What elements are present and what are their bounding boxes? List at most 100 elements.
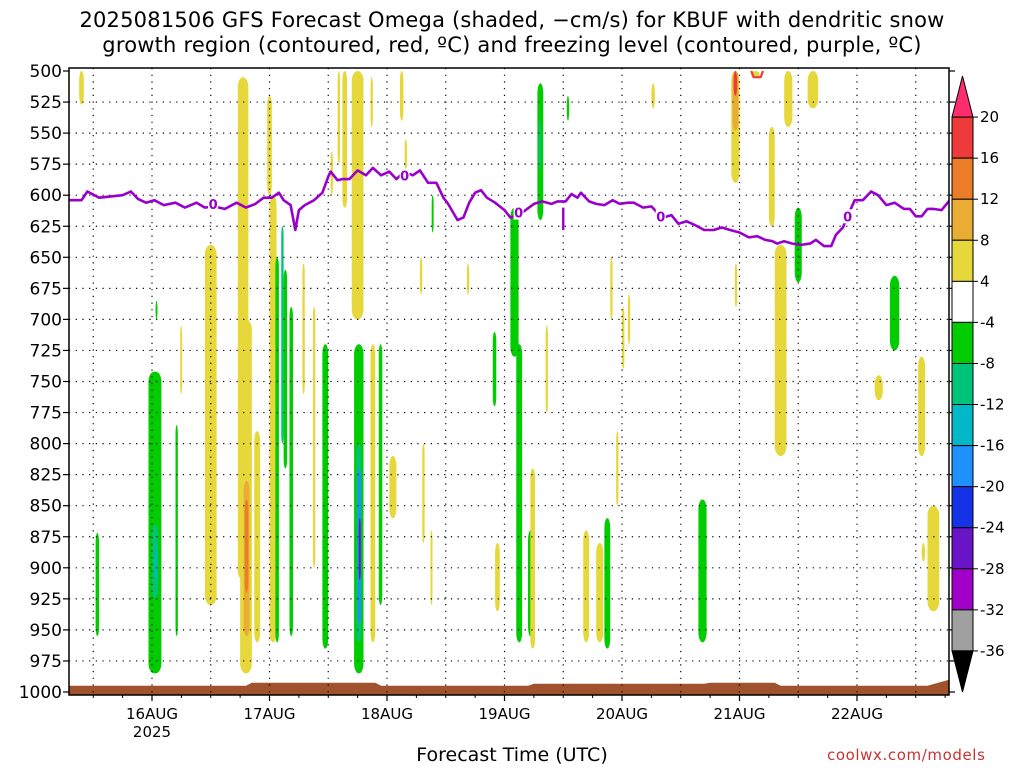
freezing-level-label: 0	[209, 198, 218, 213]
chart-title-line2: growth region (contoured, red, ºC) and f…	[102, 33, 922, 57]
omega-region	[419, 257, 423, 295]
y-tick-label: 600	[30, 186, 62, 206]
y-tick-label: 950	[30, 621, 62, 641]
y-tick-label: 975	[30, 652, 62, 672]
y-tick-label: 850	[30, 497, 62, 517]
omega-region	[492, 331, 497, 407]
omega-region	[774, 244, 787, 457]
y-tick-label: 750	[30, 373, 62, 393]
colorbar-swatch	[951, 116, 974, 159]
omega-region	[342, 71, 348, 208]
omega-region	[204, 244, 217, 606]
colorbar-swatch	[951, 568, 974, 611]
freezing-level-contour	[69, 166, 949, 248]
y-tick-label: 925	[30, 590, 62, 610]
colorbar-label: -28	[980, 560, 1005, 578]
y-tick-label: 1000	[19, 683, 62, 703]
omega-region	[566, 95, 570, 121]
colorbar-label: -32	[980, 601, 1005, 619]
colorbar-label: 12	[980, 190, 999, 208]
omega-region	[622, 306, 625, 370]
omega-region	[604, 518, 611, 649]
omega-region	[148, 371, 162, 674]
omega-region	[596, 542, 604, 643]
source-credit: coolwx.com/models	[827, 746, 986, 764]
omega-region	[289, 306, 293, 637]
omega-region	[175, 424, 178, 637]
omega-region	[267, 95, 272, 196]
omega-region	[538, 120, 541, 171]
omega-region	[269, 195, 277, 643]
omega-region	[422, 443, 425, 543]
omega-region	[627, 294, 631, 345]
omega-region	[918, 356, 926, 457]
terrain	[69, 679, 949, 695]
omega-region	[244, 499, 249, 593]
x-tick-label: 21AUG	[714, 705, 766, 723]
y-tick-label: 625	[30, 217, 62, 237]
colorbar-label: -16	[980, 437, 1005, 455]
x-axis-label: Forecast Time (UTC)	[416, 744, 608, 766]
omega-region	[322, 344, 329, 649]
y-tick-label: 550	[30, 124, 62, 144]
colorbar-label: 4	[980, 272, 990, 290]
omega-region	[399, 71, 404, 121]
colorbar-swatch	[951, 362, 974, 406]
x-tick-label: 16AUG	[126, 705, 178, 723]
x-tick-label: 17AUG	[244, 705, 296, 723]
omega-region	[275, 257, 279, 643]
omega-region	[733, 71, 738, 96]
colorbar-swatch	[951, 239, 974, 282]
omega-region	[378, 344, 383, 606]
freezing-level-label: 0	[656, 210, 665, 225]
colorbar-swatch	[951, 609, 974, 652]
omega-region	[889, 275, 900, 351]
omega-region	[302, 263, 305, 394]
colorbar-label: 16	[980, 149, 999, 167]
omega-region	[337, 71, 340, 165]
omega-region	[431, 195, 434, 233]
omega-region	[807, 71, 819, 109]
colorbar-swatch	[951, 280, 974, 323]
y-tick-label: 525	[30, 93, 62, 113]
x-tick-label: 22AUG	[831, 705, 883, 723]
y-tick-label: 825	[30, 466, 62, 486]
colorbar-swatch	[951, 527, 974, 570]
omega-region	[510, 207, 519, 357]
colorbar-swatch	[951, 157, 974, 200]
x-tick-label: 19AUG	[479, 705, 531, 723]
omega-region	[698, 499, 707, 643]
y-tick-label: 500	[30, 62, 62, 82]
omega-region	[370, 77, 373, 127]
plot-frame	[68, 67, 950, 696]
colorbar-label: -8	[980, 354, 995, 372]
omega-region	[784, 71, 793, 127]
omega-region	[768, 126, 775, 227]
omega-region	[545, 325, 548, 413]
contour-label-bg	[513, 205, 524, 220]
omega-region	[530, 468, 536, 649]
y-tick-label: 650	[30, 248, 62, 268]
omega-region	[734, 263, 738, 307]
colorbar: 20 16 12 8 4 -4 -8 -12 -16 -20 -24 -28 -32 -36	[951, 75, 1005, 693]
colorbar-swatch	[951, 486, 974, 529]
colorbar-label: 20	[980, 108, 999, 126]
colorbar-swatch	[951, 75, 974, 118]
chart-title-line1: 2025081506 GFS Forecast Omega (shaded, −…	[79, 8, 945, 32]
y-axis: 500 525 550 575 600 625 650 675 700 725 750 775 800 8…	[19, 62, 955, 703]
omega-region	[921, 542, 926, 562]
contours: 0 0 0 0 0	[69, 70, 949, 248]
omega-region	[79, 71, 84, 105]
y-tick-label: 775	[30, 404, 62, 424]
omega-region	[155, 549, 158, 581]
omega-region	[466, 263, 470, 295]
omega-region	[389, 456, 397, 519]
omega-region	[495, 542, 500, 612]
colorbar-label: -20	[980, 478, 1005, 496]
freezing-level-label: 0	[514, 207, 523, 222]
y-tick-label: 875	[30, 528, 62, 548]
omega-region	[358, 518, 361, 581]
omega-region	[927, 505, 940, 612]
